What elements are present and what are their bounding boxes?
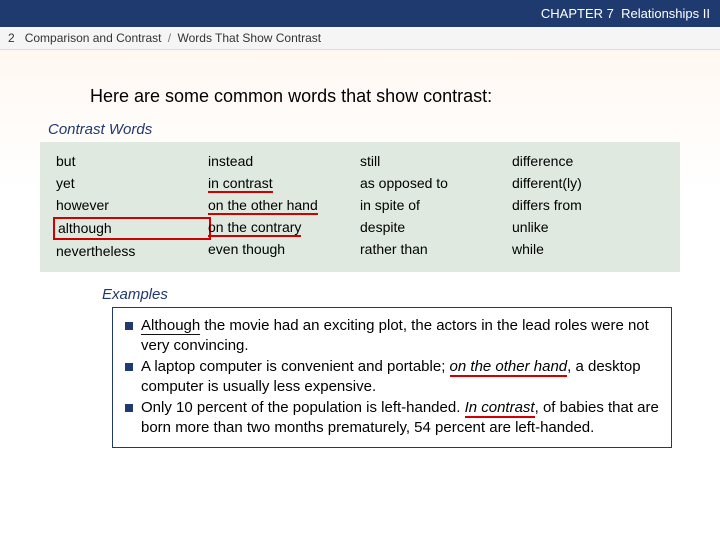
contrast-words-label: Contrast Words bbox=[48, 121, 690, 138]
contrast-word: in contrast bbox=[208, 174, 360, 193]
contrast-word: different(ly) bbox=[512, 174, 664, 193]
example-item: Although the movie had an exciting plot,… bbox=[123, 316, 661, 355]
chapter-label: CHAPTER 7 bbox=[541, 6, 614, 21]
contrast-word: while bbox=[512, 240, 664, 259]
text-run: In contrast bbox=[465, 399, 535, 418]
intro-text: Here are some common words that show con… bbox=[90, 86, 690, 107]
text-run: Although bbox=[141, 317, 200, 335]
contrast-word: however bbox=[56, 196, 208, 215]
contrast-word: in spite of bbox=[360, 196, 512, 215]
contrast-word: as opposed to bbox=[360, 174, 512, 193]
example-item: A laptop computer is convenient and port… bbox=[123, 357, 661, 396]
words-column: instead in contrast on the other hand on th… bbox=[208, 152, 360, 260]
examples-box: Although the movie had an exciting plot,… bbox=[112, 307, 672, 448]
text-run: on the other hand bbox=[450, 358, 568, 377]
contrast-word: yet bbox=[56, 174, 208, 193]
chapter-bar: CHAPTER 7 Relationships II bbox=[0, 0, 720, 27]
example-item: Only 10 percent of the population is lef… bbox=[123, 398, 661, 437]
bullet-icon bbox=[125, 363, 133, 371]
contrast-word: on the contrary bbox=[208, 218, 360, 237]
breadcrumb-section: Comparison and Contrast bbox=[25, 31, 162, 45]
breadcrumb-subsection: Words That Show Contrast bbox=[177, 31, 321, 45]
text-run: A laptop computer is convenient and port… bbox=[141, 358, 450, 375]
breadcrumb: 2 Comparison and Contrast / Words That S… bbox=[0, 27, 720, 50]
chapter-title: Relationships II bbox=[621, 6, 710, 21]
contrast-word: on the other hand bbox=[208, 196, 360, 215]
text-run: Only 10 percent of the population is lef… bbox=[141, 399, 465, 416]
contrast-word: although bbox=[53, 217, 211, 240]
breadcrumb-sep: / bbox=[168, 31, 171, 45]
contrast-word: differs from bbox=[512, 196, 664, 215]
example-text: A laptop computer is convenient and port… bbox=[141, 357, 661, 396]
contrast-word: despite bbox=[360, 218, 512, 237]
words-column: difference different(ly) differs from unlik… bbox=[512, 152, 664, 260]
contrast-word: unlike bbox=[512, 218, 664, 237]
contrast-words-box: butyethoweveralthoughneverthelessinstead… bbox=[40, 142, 680, 272]
contrast-word: nevertheless bbox=[56, 242, 208, 261]
contrast-word: still bbox=[360, 152, 512, 171]
contrast-word: rather than bbox=[360, 240, 512, 259]
words-column: still as opposed to in spite of despite rath… bbox=[360, 152, 512, 260]
content-area: Here are some common words that show con… bbox=[0, 50, 720, 458]
words-column: but yet however although nevertheless bbox=[56, 152, 208, 260]
contrast-word: even though bbox=[208, 240, 360, 259]
text-run: the movie had an exciting plot, the acto… bbox=[141, 317, 649, 354]
contrast-word: instead bbox=[208, 152, 360, 171]
bullet-icon bbox=[125, 322, 133, 330]
example-text: Although the movie had an exciting plot,… bbox=[141, 316, 661, 355]
example-text: Only 10 percent of the population is lef… bbox=[141, 398, 661, 437]
contrast-word: difference bbox=[512, 152, 664, 171]
contrast-word: but bbox=[56, 152, 208, 171]
bullet-icon bbox=[125, 404, 133, 412]
examples-label: Examples bbox=[102, 286, 690, 303]
breadcrumb-num: 2 bbox=[8, 31, 15, 45]
